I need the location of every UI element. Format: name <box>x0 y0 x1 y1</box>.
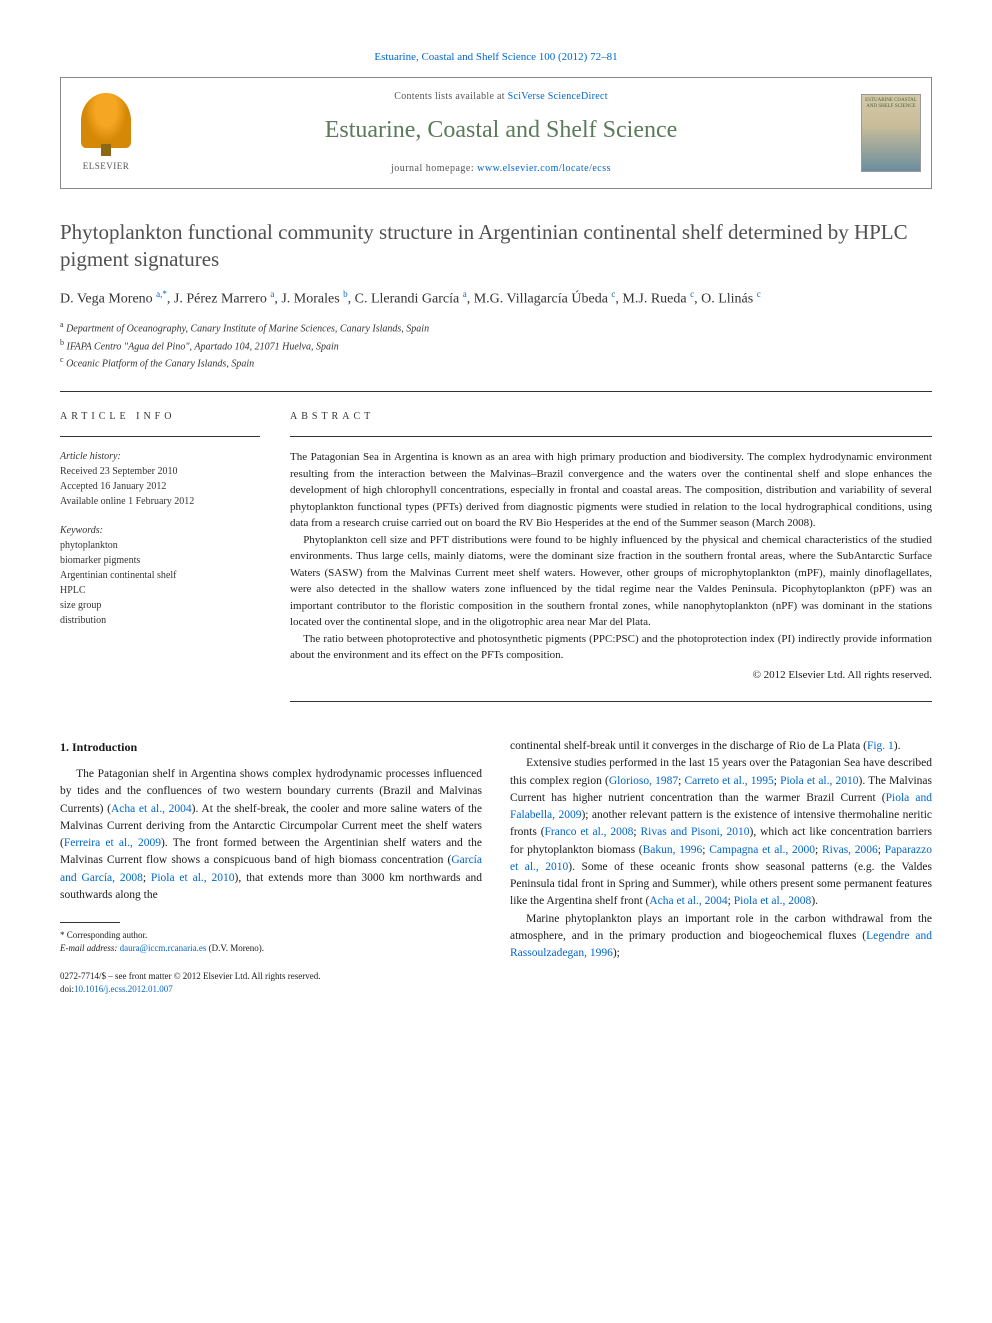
abstract-para-2: Phytoplankton cell size and PFT distribu… <box>290 532 932 631</box>
email-label: E-mail address: <box>60 943 117 953</box>
body-columns: 1. Introduction The Patagonian shelf in … <box>60 738 932 995</box>
doi-link[interactable]: 10.1016/j.ecss.2012.01.007 <box>74 984 173 994</box>
elsevier-tree-icon <box>81 93 131 148</box>
article-info-label: ARTICLE INFO <box>60 410 260 437</box>
journal-name: Estuarine, Coastal and Shelf Science <box>161 114 841 148</box>
right-para-continuation: continental shelf-break until it converg… <box>510 738 932 755</box>
keywords-block: Keywords: phytoplankton biomarker pigmen… <box>60 523 260 628</box>
abstract-column: ABSTRACT The Patagonian Sea in Argentina… <box>290 410 932 702</box>
keyword: size group <box>60 598 260 613</box>
homepage-line: journal homepage: www.elsevier.com/locat… <box>161 162 841 176</box>
homepage-prefix: journal homepage: <box>391 163 477 174</box>
doi-block: 0272-7714/$ – see front matter © 2012 El… <box>60 970 482 995</box>
email-line: E-mail address: daura@iccm.rcanaria.es (… <box>60 942 482 955</box>
keyword: distribution <box>60 613 260 628</box>
abstract-text: The Patagonian Sea in Argentina is known… <box>290 449 932 664</box>
publisher-logo-cell: ELSEVIER <box>61 78 151 188</box>
cover-thumbnail-cell: ESTUARINE COASTAL AND SHELF SCIENCE <box>851 78 931 188</box>
journal-header-box: ELSEVIER Contents lists available at Sci… <box>60 77 932 189</box>
keyword: biomarker pigments <box>60 553 260 568</box>
email-person: (D.V. Moreno). <box>209 943 264 953</box>
section-heading-introduction: 1. Introduction <box>60 738 482 756</box>
info-abstract-row: ARTICLE INFO Article history: Received 2… <box>60 391 932 702</box>
corresponding-author-note: * Corresponding author. <box>60 929 482 942</box>
affiliation-c: c Oceanic Platform of the Canary Islands… <box>60 354 932 371</box>
abstract-label: ABSTRACT <box>290 410 932 437</box>
affiliation-a: a Department of Oceanography, Canary Ins… <box>60 319 932 336</box>
copyright-line: © 2012 Elsevier Ltd. All rights reserved… <box>290 668 932 702</box>
article-info-column: ARTICLE INFO Article history: Received 2… <box>60 410 260 702</box>
affiliations: a Department of Oceanography, Canary Ins… <box>60 319 932 371</box>
abstract-para-3: The ratio between photoprotective and ph… <box>290 631 932 664</box>
keyword: phytoplankton <box>60 538 260 553</box>
history-accepted: Accepted 16 January 2012 <box>60 479 260 494</box>
left-column: 1. Introduction The Patagonian shelf in … <box>60 738 482 995</box>
affiliation-b: b IFAPA Centro "Agua del Pino", Apartado… <box>60 337 932 354</box>
journal-reference[interactable]: Estuarine, Coastal and Shelf Science 100… <box>60 50 932 65</box>
history-online: Available online 1 February 2012 <box>60 494 260 509</box>
authors-list: D. Vega Moreno a,*, J. Pérez Marrero a, … <box>60 288 932 310</box>
right-para-2: Extensive studies performed in the last … <box>510 755 932 910</box>
intro-para-1: The Patagonian shelf in Argentina shows … <box>60 766 482 904</box>
right-column: continental shelf-break until it converg… <box>510 738 932 995</box>
elsevier-label: ELSEVIER <box>83 160 130 173</box>
history-header: Article history: <box>60 449 260 464</box>
sciencedirect-link[interactable]: SciVerse ScienceDirect <box>508 91 608 102</box>
header-center: Contents lists available at SciVerse Sci… <box>151 78 851 188</box>
history-received: Received 23 September 2010 <box>60 464 260 479</box>
contents-available-line: Contents lists available at SciVerse Sci… <box>161 90 841 104</box>
doi-label: doi: <box>60 984 74 994</box>
article-title: Phytoplankton functional community struc… <box>60 219 932 274</box>
corresponding-email-link[interactable]: daura@iccm.rcanaria.es <box>120 943 207 953</box>
journal-cover-thumbnail[interactable]: ESTUARINE COASTAL AND SHELF SCIENCE <box>861 94 921 172</box>
article-history-block: Article history: Received 23 September 2… <box>60 449 260 509</box>
contents-prefix: Contents lists available at <box>394 91 507 102</box>
keywords-header: Keywords: <box>60 523 260 538</box>
keyword: Argentinian continental shelf <box>60 568 260 583</box>
keyword: HPLC <box>60 583 260 598</box>
front-matter-line: 0272-7714/$ – see front matter © 2012 El… <box>60 970 482 983</box>
footnote-separator <box>60 922 120 923</box>
elsevier-logo[interactable]: ELSEVIER <box>71 93 141 173</box>
homepage-url[interactable]: www.elsevier.com/locate/ecss <box>477 163 611 174</box>
right-para-3: Marine phytoplankton plays an important … <box>510 911 932 963</box>
abstract-para-1: The Patagonian Sea in Argentina is known… <box>290 449 932 532</box>
